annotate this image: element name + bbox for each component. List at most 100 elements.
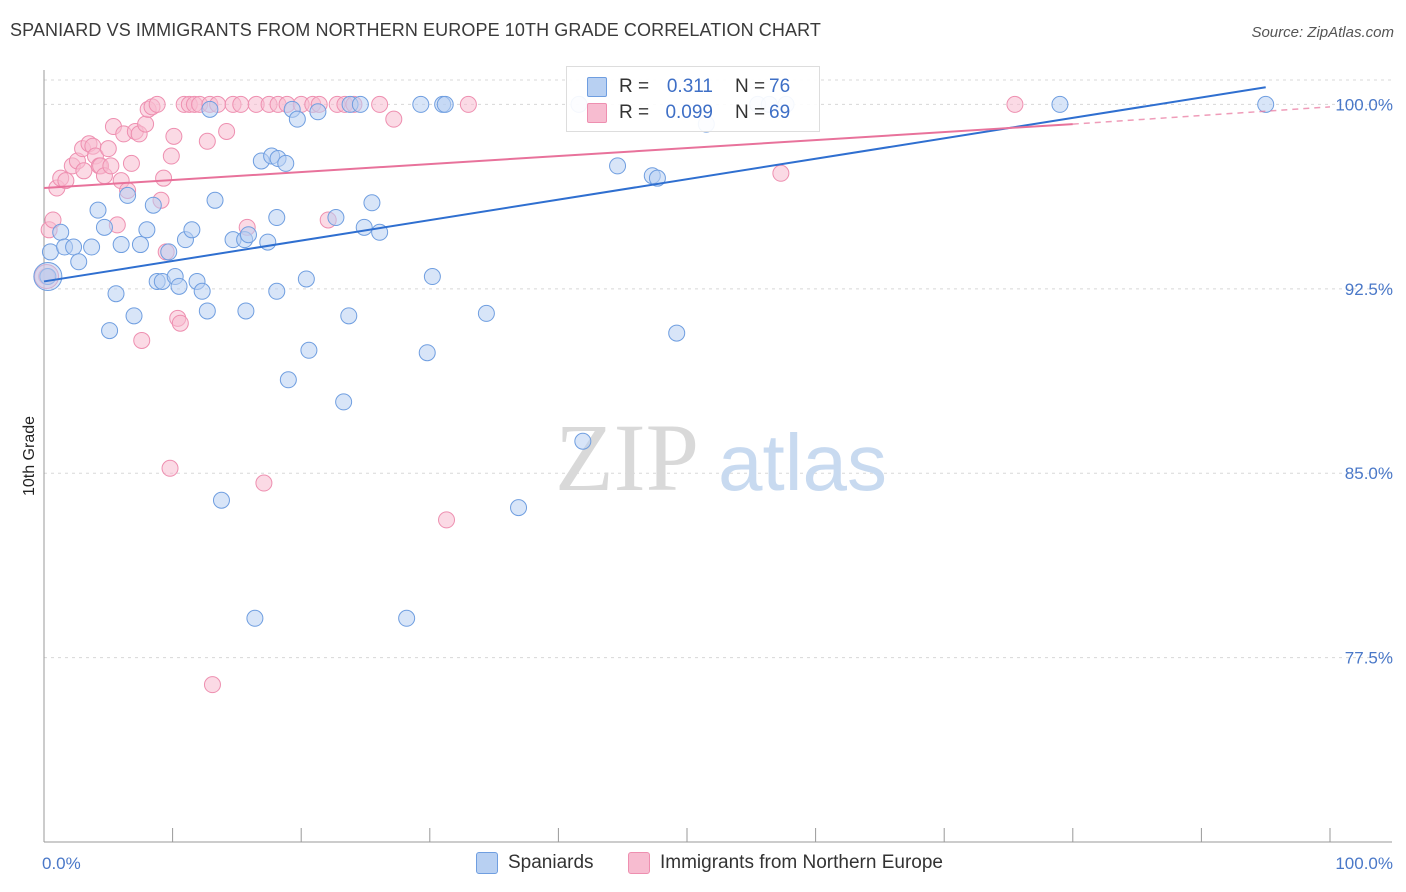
data-point-northern-europe bbox=[122, 154, 140, 172]
data-point-spaniards bbox=[125, 307, 143, 325]
data-point-northern-europe bbox=[371, 95, 389, 113]
data-point-spaniards bbox=[363, 194, 381, 212]
data-point-northern-europe bbox=[203, 676, 221, 694]
data-point-northern-europe bbox=[75, 162, 93, 180]
series-spaniards-points bbox=[33, 95, 1275, 627]
data-point-northern-europe bbox=[137, 115, 155, 133]
y-tick-label: 85.0% bbox=[1345, 464, 1393, 483]
data-point-spaniards bbox=[144, 196, 162, 214]
data-point-spaniards bbox=[89, 201, 107, 219]
data-point-spaniards bbox=[1051, 95, 1069, 113]
data-point-spaniards bbox=[112, 236, 130, 254]
data-point-spaniards bbox=[183, 221, 201, 239]
data-point-northern-europe bbox=[133, 331, 151, 349]
legend-n-label: N = bbox=[735, 102, 766, 123]
data-point-northern-europe bbox=[161, 459, 179, 477]
legend-r-value: 0.311 bbox=[666, 76, 713, 97]
data-point-spaniards bbox=[355, 218, 373, 236]
data-point-northern-europe bbox=[44, 211, 62, 229]
data-point-spaniards bbox=[309, 103, 327, 121]
data-point-spaniards bbox=[95, 218, 113, 236]
data-point-northern-europe bbox=[198, 132, 216, 150]
data-point-spaniards bbox=[300, 341, 318, 359]
data-point-spaniards bbox=[131, 236, 149, 254]
correlation-legend: R = 0.311 N = 76 R = 0.099 N = 69 bbox=[566, 66, 820, 132]
legend-r-value: 0.099 bbox=[665, 102, 713, 123]
watermark-zip: ZIP bbox=[555, 404, 699, 511]
y-tick-label: 100.0% bbox=[1335, 95, 1393, 114]
data-point-spaniards bbox=[510, 499, 528, 517]
y-tick-label: 92.5% bbox=[1345, 280, 1393, 299]
data-point-spaniards bbox=[436, 95, 454, 113]
data-point-spaniards bbox=[418, 344, 436, 362]
data-point-spaniards bbox=[237, 302, 255, 320]
data-point-spaniards bbox=[477, 304, 495, 322]
data-point-spaniards bbox=[201, 100, 219, 118]
chart-title: SPANIARD VS IMMIGRANTS FROM NORTHERN EUR… bbox=[10, 20, 821, 40]
legend-r-label: R = bbox=[619, 76, 650, 97]
data-point-northern-europe bbox=[218, 122, 236, 140]
legend-row-northern-europe: R = 0.099 N = 69 bbox=[587, 100, 790, 126]
legend-n-value: 76 bbox=[769, 76, 791, 97]
data-point-spaniards bbox=[412, 95, 430, 113]
source-label: Source: ZipAtlas.com bbox=[1251, 24, 1394, 41]
data-point-spaniards bbox=[198, 302, 216, 320]
axis-labels: 100.0% 92.5% 85.0% 77.5% 0.0% 100.0% 10th Grad… bbox=[21, 95, 1393, 873]
data-point-northern-europe bbox=[459, 95, 477, 113]
watermark: ZIP atlas bbox=[555, 404, 887, 511]
data-point-spaniards bbox=[609, 157, 627, 175]
data-point-spaniards bbox=[246, 609, 264, 627]
data-point-northern-europe bbox=[772, 164, 790, 182]
data-point-spaniards bbox=[160, 243, 178, 261]
data-point-spaniards bbox=[239, 226, 257, 244]
data-point-northern-europe bbox=[155, 169, 173, 187]
data-point-northern-europe bbox=[99, 140, 117, 158]
data-point-northern-europe bbox=[165, 127, 183, 145]
data-point-spaniards bbox=[170, 277, 188, 295]
data-point-spaniards bbox=[268, 209, 286, 227]
data-point-spaniards bbox=[33, 262, 63, 292]
watermark-atlas: atlas bbox=[718, 418, 887, 507]
data-point-spaniards bbox=[297, 270, 315, 288]
trend-line-spaniards bbox=[43, 86, 1266, 283]
data-point-spaniards bbox=[574, 432, 592, 450]
data-point-spaniards bbox=[268, 282, 286, 300]
legend-swatch-pink bbox=[628, 852, 650, 874]
data-point-spaniards bbox=[107, 285, 125, 303]
data-point-spaniards bbox=[648, 169, 666, 187]
data-point-spaniards bbox=[1257, 95, 1275, 113]
data-point-spaniards bbox=[138, 221, 156, 239]
data-point-spaniards bbox=[327, 209, 345, 227]
data-point-spaniards bbox=[119, 186, 137, 204]
legend-label-spaniards: Spaniards bbox=[508, 852, 594, 873]
data-point-spaniards bbox=[83, 238, 101, 256]
data-point-spaniards bbox=[41, 243, 59, 261]
data-point-spaniards bbox=[101, 322, 119, 340]
gridlines bbox=[44, 79, 1392, 659]
legend-item-spaniards[interactable]: Spaniards bbox=[476, 852, 594, 874]
series-legend: Spaniards Immigrants from Northern Europ… bbox=[0, 852, 1406, 878]
data-point-spaniards bbox=[351, 95, 369, 113]
legend-n-label: N = bbox=[735, 76, 766, 97]
data-point-northern-europe bbox=[438, 511, 456, 529]
data-point-spaniards bbox=[423, 268, 441, 286]
data-point-northern-europe bbox=[171, 314, 189, 332]
axes bbox=[43, 70, 1392, 843]
legend-row-spaniards: R = 0.311 N = 76 bbox=[587, 74, 790, 100]
data-point-northern-europe bbox=[162, 147, 180, 165]
data-point-spaniards bbox=[279, 371, 297, 389]
data-point-spaniards bbox=[398, 609, 416, 627]
legend-n-value: 69 bbox=[769, 102, 791, 123]
data-point-spaniards bbox=[668, 324, 686, 342]
x-tick-label: 0.0% bbox=[42, 854, 81, 873]
legend-label-northern-europe: Immigrants from Northern Europe bbox=[660, 852, 943, 873]
x-tick-label: 100.0% bbox=[1335, 854, 1393, 873]
series-northern-europe-points bbox=[34, 95, 1024, 694]
data-point-spaniards bbox=[340, 307, 358, 325]
data-point-spaniards bbox=[277, 154, 295, 172]
data-point-spaniards bbox=[212, 491, 230, 509]
data-point-spaniards bbox=[288, 110, 306, 128]
legend-swatch-blue bbox=[476, 852, 498, 874]
legend-item-northern-europe[interactable]: Immigrants from Northern Europe bbox=[628, 852, 943, 874]
